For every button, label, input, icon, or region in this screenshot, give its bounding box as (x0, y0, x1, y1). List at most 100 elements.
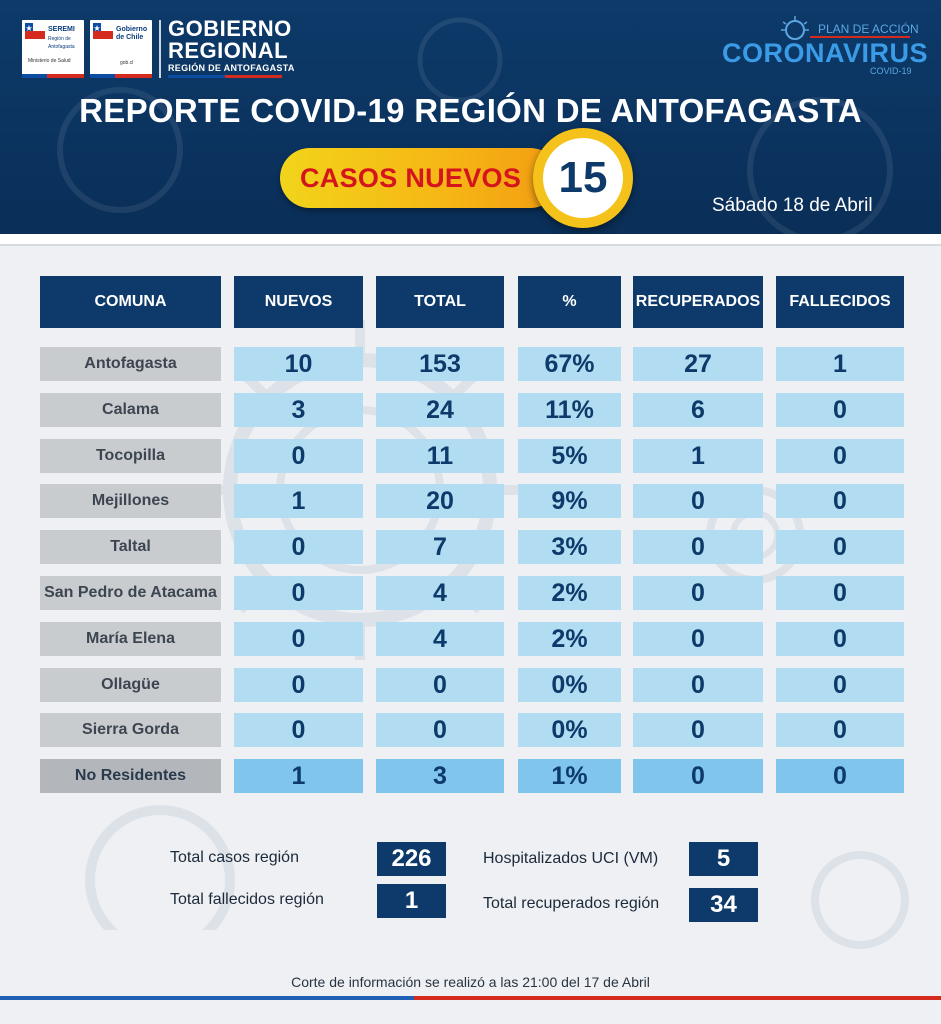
report-title: REPORTE COVID-19 REGIÓN DE ANTOFAGASTA (79, 92, 862, 129)
total-fallecidos-value: 1 (377, 884, 446, 918)
cell-nuevos: 10 (234, 347, 363, 381)
footer-line (0, 996, 941, 1000)
gobierno-line1: GOBIERNO (168, 16, 292, 41)
comuna-name: No Residentes (40, 759, 221, 793)
cell-nuevos: 0 (234, 668, 363, 702)
cell-fallecidos: 0 (776, 393, 904, 427)
cell-recuperados: 0 (633, 759, 763, 793)
background-virus-icon (811, 851, 909, 949)
cell-total: 7 (376, 530, 504, 564)
cell-fallecidos: 1 (776, 347, 904, 381)
cell-recuperados: 0 (633, 668, 763, 702)
uci-label: Hospitalizados UCI (VM) (483, 850, 659, 867)
casos-nuevos-label: CASOS NUEVOS (300, 163, 522, 193)
gobierno-regional-sub: REGIÓN DE ANTOFAGASTA (168, 63, 295, 73)
comuna-name: San Pedro de Atacama (40, 576, 221, 610)
cell-fallecidos: 0 (776, 439, 904, 473)
comuna-name: María Elena (40, 622, 221, 656)
seremi-title: SEREMI (48, 26, 75, 33)
cell-fallecidos: 0 (776, 622, 904, 656)
cell-total: 153 (376, 347, 504, 381)
gobierno-de-chile-logo: Gobierno de Chile gob.cl (90, 20, 152, 78)
seremi-logo: SEREMI Región de Antofagasta Ministerio … (22, 20, 84, 78)
header-porcentaje: % (518, 276, 621, 328)
total-fallecidos-label: Total fallecidos región (170, 891, 324, 908)
background-virus-icon (85, 805, 235, 930)
cell-nuevos: 3 (234, 393, 363, 427)
cell-total: 4 (376, 622, 504, 656)
casos-nuevos-pill (280, 148, 560, 208)
cell-nuevos: 0 (234, 530, 363, 564)
cell-total: 24 (376, 393, 504, 427)
seremi-sub: Región de Antofagasta (48, 36, 75, 50)
comuna-name: Mejillones (40, 484, 221, 518)
plan-accion-label: PLAN DE ACCIÓN (818, 22, 919, 36)
gobierno-chile-title: Gobierno de Chile (116, 26, 148, 41)
plan-accion-bar (810, 36, 910, 38)
cell-fallecidos: 0 (776, 576, 904, 610)
header-comuna: COMUNA (40, 276, 221, 328)
cell-total: 11 (376, 439, 504, 473)
cell-recuperados: 27 (633, 347, 763, 381)
gobierno-regional-line (168, 75, 282, 78)
cell-recuperados: 1 (633, 439, 763, 473)
cell-recuperados: 0 (633, 622, 763, 656)
cell-total: 0 (376, 713, 504, 747)
cell-porcentaje: 67% (518, 347, 621, 381)
cell-nuevos: 1 (234, 759, 363, 793)
cell-recuperados: 0 (633, 576, 763, 610)
comuna-name: Ollagüe (40, 668, 221, 702)
chile-shield-icon (93, 23, 113, 39)
header-fallecidos: FALLECIDOS (776, 276, 904, 328)
cell-porcentaje: 0% (518, 668, 621, 702)
cell-fallecidos: 0 (776, 530, 904, 564)
comuna-name: Antofagasta (40, 347, 221, 381)
logo-divider (159, 20, 161, 78)
comuna-name: Calama (40, 393, 221, 427)
cell-porcentaje: 1% (518, 759, 621, 793)
seremi-ministry: Ministerio de Salud (28, 58, 71, 64)
gobierno-line2: REGIONAL (168, 38, 289, 63)
cell-nuevos: 0 (234, 713, 363, 747)
recuperados-value: 34 (689, 888, 758, 922)
cell-porcentaje: 3% (518, 530, 621, 564)
header-separator (0, 234, 941, 244)
footer-note: Corte de información se realizó a las 21… (291, 974, 650, 990)
cell-total: 0 (376, 668, 504, 702)
covid-19-label: COVID-19 (870, 66, 912, 76)
comuna-name: Taltal (40, 530, 221, 564)
cell-total: 20 (376, 484, 504, 518)
header-total: TOTAL (376, 276, 504, 328)
cell-recuperados: 0 (633, 713, 763, 747)
cell-total: 3 (376, 759, 504, 793)
cell-porcentaje: 0% (518, 713, 621, 747)
casos-nuevos-value: 15 (543, 138, 623, 218)
cell-nuevos: 0 (234, 439, 363, 473)
cell-nuevos: 0 (234, 622, 363, 656)
cell-porcentaje: 5% (518, 439, 621, 473)
cell-porcentaje: 2% (518, 576, 621, 610)
cell-total: 4 (376, 576, 504, 610)
cell-fallecidos: 0 (776, 759, 904, 793)
chile-shield-icon (25, 23, 45, 39)
cell-porcentaje: 2% (518, 622, 621, 656)
header-recuperados: RECUPERADOS (633, 276, 763, 328)
cell-recuperados: 6 (633, 393, 763, 427)
virus-pattern-icon (57, 17, 893, 234)
gobierno-regional-title: GOBIERNO REGIONAL (168, 18, 292, 62)
cell-porcentaje: 11% (518, 393, 621, 427)
total-casos-label: Total casos región (170, 849, 299, 866)
cell-recuperados: 0 (633, 530, 763, 564)
recuperados-label: Total recuperados región (483, 895, 660, 912)
total-casos-value: 226 (377, 842, 446, 876)
comuna-name: Sierra Gorda (40, 713, 221, 747)
cell-fallecidos: 0 (776, 668, 904, 702)
coronavirus-title: CORONAVIRUS (722, 38, 929, 68)
gobierno-chile-sub: gob.cl (120, 60, 134, 66)
header-nuevos: NUEVOS (234, 276, 363, 328)
cell-fallecidos: 0 (776, 484, 904, 518)
cell-nuevos: 0 (234, 576, 363, 610)
report-date: Sábado 18 de Abril (712, 195, 873, 216)
uci-value: 5 (689, 842, 758, 876)
comuna-name: Tocopilla (40, 439, 221, 473)
